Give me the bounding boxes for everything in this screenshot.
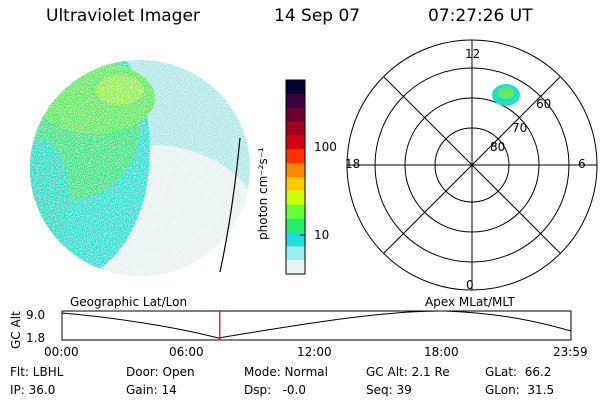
colorbar-band xyxy=(286,218,305,233)
colorbar-band xyxy=(286,246,305,261)
x-tick-0000: 00:00 xyxy=(44,345,79,359)
colorbar-band xyxy=(286,93,305,109)
colorbar-band xyxy=(286,190,305,206)
x-tick-0600: 06:00 xyxy=(169,345,204,359)
lat-label-80: 80 xyxy=(490,140,506,154)
gc-alt-axis-label: GC Alt xyxy=(9,311,23,349)
geographic-label: Geographic Lat/Lon xyxy=(70,295,188,309)
lat-label-70: 70 xyxy=(512,121,528,135)
status-ip: IP: 36.0 xyxy=(10,383,56,397)
mlt-label-12: 12 xyxy=(465,47,481,61)
auroral-image xyxy=(30,60,250,276)
x-tick-1200: 12:00 xyxy=(297,345,332,359)
colorbar-band xyxy=(286,149,305,164)
colorbar-tick-100: 100 xyxy=(314,140,337,154)
instrument-title: Ultraviolet Imager xyxy=(46,6,200,26)
status-glon: GLon: 31.5 xyxy=(485,383,555,397)
y-tick-1.8: 1.8 xyxy=(26,331,46,345)
colorbar-unit-label: photon cm⁻²s⁻¹ xyxy=(256,147,270,240)
apex-label: Apex MLat/MLT xyxy=(425,295,515,309)
colorbar-band xyxy=(286,204,305,220)
colorbar-band xyxy=(286,260,305,275)
mlt-label-0: 0 xyxy=(466,278,474,292)
status-gain: Gain: 14 xyxy=(126,383,177,397)
polar-aurora-spot xyxy=(492,84,520,106)
colorbar xyxy=(285,79,306,275)
x-tick-2359: 23:59 xyxy=(553,345,588,359)
mlt-label-18: 18 xyxy=(345,157,361,171)
x-tick-1800: 18:00 xyxy=(424,345,459,359)
terminator-line xyxy=(219,137,241,273)
lat-label-60: 60 xyxy=(536,97,552,111)
colorbar-band xyxy=(286,177,305,192)
colorbar-tick-10: 10 xyxy=(314,228,330,242)
date-label: 14 Sep 07 xyxy=(274,6,361,26)
colorbar-band xyxy=(286,163,305,178)
colorbar-band xyxy=(286,135,305,150)
status-dsp: Dsp: -0.0 xyxy=(244,383,307,397)
status-seq: Seq: 39 xyxy=(366,383,412,397)
mlt-label-6: 6 xyxy=(578,157,586,171)
status-mode: Mode: Normal xyxy=(244,365,328,379)
colorbar-band xyxy=(286,121,305,136)
status-door: Door: Open xyxy=(126,365,195,379)
timeline-plot xyxy=(61,310,572,341)
status-glat: GLat: 66.2 xyxy=(485,365,552,379)
y-tick-9: 9.0 xyxy=(26,308,46,322)
colorbar-band xyxy=(286,80,305,95)
polar-plot xyxy=(346,39,598,291)
status-gcalt: GC Alt: 2.1 Re xyxy=(366,365,450,379)
time-label: 07:27:26 UT xyxy=(428,6,533,26)
status-flt: Flt: LBHL xyxy=(10,365,64,379)
colorbar-band xyxy=(286,107,305,123)
colorbar-band xyxy=(286,232,305,247)
